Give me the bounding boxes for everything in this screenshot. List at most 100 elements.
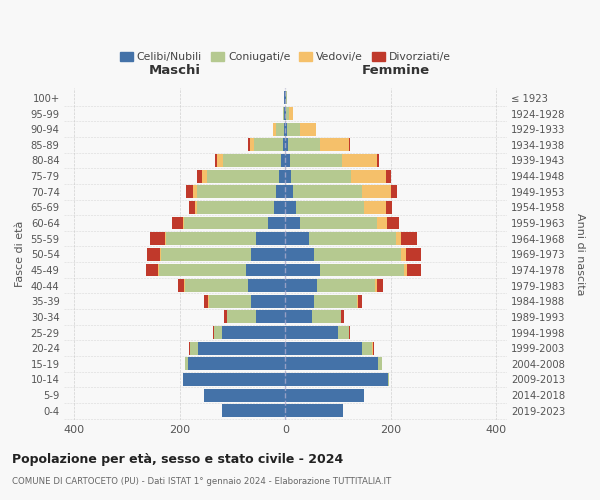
Bar bbox=[284, 122, 286, 136]
Bar bbox=[286, 388, 364, 402]
Bar bbox=[286, 326, 349, 339]
Bar bbox=[286, 326, 338, 339]
Bar bbox=[217, 154, 286, 167]
Bar bbox=[182, 216, 286, 230]
Bar bbox=[286, 216, 399, 230]
Y-axis label: Anni di nascita: Anni di nascita bbox=[575, 213, 585, 296]
Bar bbox=[208, 170, 286, 182]
Bar bbox=[184, 216, 286, 230]
Bar bbox=[256, 232, 286, 245]
Bar bbox=[166, 232, 286, 245]
Bar bbox=[286, 358, 382, 370]
Bar bbox=[274, 201, 286, 214]
Text: COMUNE DI CARTOCETO (PU) - Dati ISTAT 1° gennaio 2024 - Elaborazione TUTTITALIA.: COMUNE DI CARTOCETO (PU) - Dati ISTAT 1°… bbox=[12, 477, 391, 486]
Bar bbox=[190, 342, 286, 354]
Bar bbox=[286, 248, 406, 260]
Bar bbox=[286, 248, 314, 260]
Bar bbox=[182, 373, 286, 386]
Bar bbox=[248, 138, 286, 151]
Bar bbox=[199, 342, 286, 354]
Bar bbox=[222, 326, 286, 339]
Bar bbox=[286, 170, 290, 182]
Bar bbox=[222, 404, 286, 417]
Bar bbox=[286, 279, 383, 292]
Bar bbox=[197, 186, 286, 198]
Text: Maschi: Maschi bbox=[149, 64, 200, 77]
Bar bbox=[184, 279, 286, 292]
Bar bbox=[286, 342, 374, 354]
Bar bbox=[286, 138, 288, 151]
Bar bbox=[286, 186, 293, 198]
Bar bbox=[227, 310, 286, 324]
Bar bbox=[286, 373, 388, 386]
Bar bbox=[182, 373, 286, 386]
Bar bbox=[286, 373, 389, 386]
Bar bbox=[203, 388, 286, 402]
Bar bbox=[254, 138, 286, 151]
Bar bbox=[194, 201, 286, 214]
Bar bbox=[286, 186, 391, 198]
Bar bbox=[286, 107, 289, 120]
Bar bbox=[286, 295, 314, 308]
Bar bbox=[276, 122, 286, 136]
Bar bbox=[286, 342, 373, 354]
Bar bbox=[286, 92, 287, 104]
Bar bbox=[161, 248, 286, 260]
Bar bbox=[286, 295, 358, 308]
Bar bbox=[222, 404, 286, 417]
Bar bbox=[286, 201, 386, 214]
Bar bbox=[286, 122, 316, 136]
Bar bbox=[286, 122, 316, 136]
Bar bbox=[286, 404, 343, 417]
Bar bbox=[286, 216, 377, 230]
Bar bbox=[286, 216, 300, 230]
Bar bbox=[286, 201, 296, 214]
Bar bbox=[209, 295, 286, 308]
Bar bbox=[172, 216, 286, 230]
Bar bbox=[286, 154, 290, 167]
Bar bbox=[214, 326, 286, 339]
Bar bbox=[212, 326, 286, 339]
Bar bbox=[278, 170, 286, 182]
Bar bbox=[286, 326, 349, 339]
Bar bbox=[286, 358, 382, 370]
Bar bbox=[286, 201, 392, 214]
Text: Popolazione per età, sesso e stato civile - 2024: Popolazione per età, sesso e stato civil… bbox=[12, 452, 343, 466]
Bar bbox=[283, 107, 286, 120]
Bar bbox=[283, 138, 286, 151]
Bar bbox=[286, 122, 300, 136]
Bar bbox=[283, 107, 286, 120]
Bar bbox=[160, 248, 286, 260]
Bar bbox=[286, 310, 312, 324]
Bar bbox=[286, 404, 343, 417]
Bar bbox=[208, 295, 286, 308]
Bar bbox=[286, 154, 379, 167]
Bar bbox=[284, 92, 286, 104]
Bar bbox=[185, 358, 286, 370]
Bar bbox=[286, 201, 364, 214]
Bar bbox=[222, 404, 286, 417]
Bar bbox=[224, 310, 286, 324]
Bar bbox=[286, 186, 397, 198]
Bar bbox=[186, 186, 286, 198]
Bar bbox=[251, 295, 286, 308]
Bar bbox=[286, 232, 401, 245]
Bar bbox=[286, 404, 343, 417]
Bar bbox=[284, 92, 286, 104]
Bar bbox=[190, 342, 286, 354]
Bar bbox=[165, 232, 286, 245]
Text: Femmine: Femmine bbox=[362, 64, 430, 77]
Bar bbox=[286, 279, 317, 292]
Bar bbox=[203, 388, 286, 402]
Bar bbox=[204, 295, 286, 308]
Bar bbox=[284, 92, 286, 104]
Bar bbox=[286, 388, 364, 402]
Bar bbox=[286, 138, 350, 151]
Bar bbox=[273, 122, 286, 136]
Bar bbox=[286, 264, 404, 276]
Bar bbox=[188, 358, 286, 370]
Bar bbox=[283, 107, 286, 120]
Bar bbox=[286, 295, 362, 308]
Bar bbox=[286, 404, 343, 417]
Bar bbox=[158, 264, 286, 276]
